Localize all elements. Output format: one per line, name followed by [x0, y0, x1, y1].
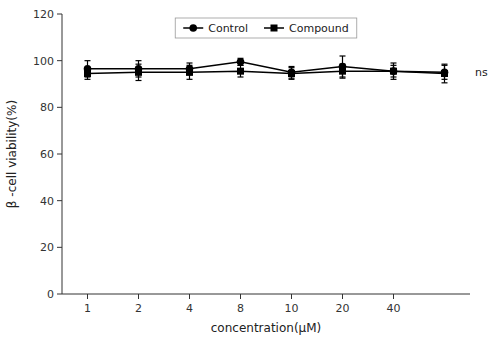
error-cap	[391, 62, 397, 63]
x-tick-label: 40	[387, 302, 401, 315]
error-bar	[391, 63, 397, 79]
error-cap	[238, 65, 244, 66]
data-point	[390, 67, 398, 75]
data-point	[135, 69, 142, 76]
legend-label: Control	[208, 22, 248, 35]
plot-area	[84, 56, 449, 83]
error-cap	[136, 64, 142, 65]
x-tick	[342, 294, 343, 299]
error-cap	[85, 79, 91, 80]
chart: 0 20 40 60 80 100 120 1 2 4 8 10 20 40 concentration(μ…	[0, 0, 500, 342]
legend-item: Control	[183, 22, 248, 35]
error-cap	[340, 78, 346, 79]
error-cap	[187, 65, 193, 66]
x-tick-label: 2	[135, 302, 142, 315]
data-point	[441, 70, 448, 77]
error-bar	[136, 64, 142, 80]
error-bar	[187, 65, 193, 79]
x-tick	[138, 294, 139, 299]
data-point	[84, 70, 91, 77]
data-point	[186, 69, 193, 76]
error-bar	[442, 64, 448, 83]
y-tick-label: 20	[40, 241, 54, 254]
x-axis-label: concentration(μM)	[211, 321, 321, 335]
error-cap	[136, 80, 142, 81]
error-cap	[442, 82, 448, 83]
legend: Control Compound	[175, 18, 357, 38]
error-cap	[340, 64, 346, 65]
legend-swatch-marker	[189, 24, 197, 32]
error-bar	[340, 64, 346, 78]
legend-label: Compound	[289, 22, 349, 35]
annotation: ns	[475, 66, 488, 79]
error-cap	[289, 67, 295, 68]
legend-frame	[175, 18, 357, 38]
error-cap	[340, 55, 346, 56]
error-bar	[238, 58, 244, 65]
x-tick	[291, 294, 292, 299]
error-bar	[238, 65, 244, 77]
error-bar	[85, 68, 91, 80]
legend-swatch-marker	[271, 25, 278, 32]
error-cap	[289, 79, 295, 80]
x-tick-label: 4	[186, 302, 193, 315]
y-tick	[57, 14, 62, 15]
y-tick-label: 100	[33, 55, 54, 68]
error-bar	[289, 68, 295, 80]
data-point	[237, 58, 245, 66]
error-cap	[85, 60, 91, 61]
data-point	[390, 68, 397, 75]
y-axis-label: β -cell viability(%)	[5, 100, 19, 208]
y-tick	[57, 200, 62, 201]
error-cap	[187, 79, 193, 80]
x-axis	[62, 294, 470, 295]
x-tick-label: 1	[84, 302, 91, 315]
data-point	[339, 68, 346, 75]
error-cap	[187, 62, 193, 63]
y-tick	[57, 60, 62, 61]
y-tick	[57, 247, 62, 248]
y-tick-label: 80	[40, 101, 54, 114]
y-tick-label: 0	[47, 288, 54, 301]
error-cap	[238, 65, 244, 66]
x-tick	[240, 294, 241, 299]
x-tick-label: 20	[336, 302, 350, 315]
legend-item: Compound	[264, 22, 349, 35]
error-cap	[238, 76, 244, 77]
x-tick-label: 8	[237, 302, 244, 315]
error-cap	[85, 67, 91, 68]
error-cap	[289, 66, 295, 67]
x-tick	[189, 294, 190, 299]
y-tick	[57, 294, 62, 295]
data-point	[288, 70, 295, 77]
error-cap	[391, 79, 397, 80]
x-tick	[393, 294, 394, 299]
x-tick	[87, 294, 88, 299]
y-tick-label: 60	[40, 148, 54, 161]
y-tick-label: 120	[33, 8, 54, 21]
error-cap	[136, 60, 142, 61]
y-tick	[57, 154, 62, 155]
y-tick	[57, 107, 62, 108]
x-tick-label: 10	[285, 302, 299, 315]
y-tick-label: 40	[40, 195, 54, 208]
error-bar	[289, 67, 295, 79]
data-point	[237, 68, 244, 75]
error-bar	[136, 61, 142, 77]
error-cap	[442, 64, 448, 65]
